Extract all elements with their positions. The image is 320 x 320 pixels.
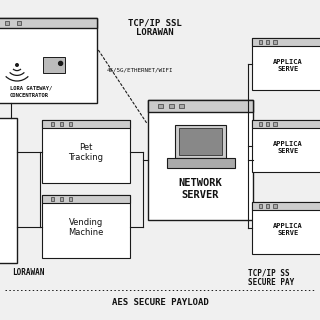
Bar (158, 104, 163, 108)
Text: APPLICA
SERVE: APPLICA SERVE (273, 222, 303, 236)
Bar (273, 122, 276, 126)
Bar (273, 40, 276, 44)
Bar (252, 120, 320, 128)
Text: TCP/IP SSL: TCP/IP SSL (128, 18, 182, 27)
Text: LORAWAN: LORAWAN (12, 268, 44, 277)
Text: APPLICA
SERVE: APPLICA SERVE (273, 59, 303, 72)
Bar (252, 202, 320, 254)
Bar (60, 197, 63, 201)
Bar (43, 57, 65, 73)
Text: NETWORK
SERVER: NETWORK SERVER (179, 178, 222, 200)
Bar (273, 204, 276, 208)
Text: LORA GATEWAY/: LORA GATEWAY/ (10, 86, 52, 91)
Bar (0, 18, 97, 103)
Bar (252, 38, 320, 90)
Text: APPLICA
SERVE: APPLICA SERVE (273, 140, 303, 154)
Bar (259, 122, 262, 126)
Bar (148, 100, 253, 112)
Text: 4G/5G/ETHERNET/WIFI: 4G/5G/ETHERNET/WIFI (107, 68, 173, 73)
Bar (148, 100, 253, 220)
Text: AES SECURE PAYLOAD: AES SECURE PAYLOAD (112, 298, 208, 307)
Text: TCP/IP SS: TCP/IP SS (248, 268, 290, 277)
Bar (259, 40, 262, 44)
Bar (17, 21, 21, 25)
Bar (68, 197, 72, 201)
Text: Vending
Machine: Vending Machine (68, 218, 104, 237)
Bar (169, 104, 173, 108)
Bar (252, 38, 320, 46)
Bar (266, 204, 269, 208)
Bar (266, 122, 269, 126)
Text: SECURE PAY: SECURE PAY (248, 278, 294, 287)
Bar (42, 120, 130, 128)
Bar (51, 122, 54, 126)
Text: LORAWAN: LORAWAN (136, 28, 174, 37)
Bar (5, 21, 9, 25)
Bar (60, 122, 63, 126)
Text: CONCENTRATOR: CONCENTRATOR (10, 93, 49, 98)
Bar (266, 40, 269, 44)
Bar (42, 120, 130, 183)
Bar (259, 204, 262, 208)
Circle shape (16, 64, 18, 66)
Bar (252, 120, 320, 172)
Bar (42, 195, 130, 203)
Bar (0, 118, 17, 263)
Bar (0, 18, 97, 28)
Bar (42, 195, 130, 258)
Bar (252, 202, 320, 210)
Bar (175, 125, 226, 158)
Bar (51, 197, 54, 201)
Text: Pet
Tracking: Pet Tracking (68, 143, 103, 163)
Bar (68, 122, 72, 126)
Bar (179, 104, 184, 108)
Bar (179, 128, 222, 155)
Bar (166, 158, 235, 168)
Circle shape (59, 61, 63, 65)
